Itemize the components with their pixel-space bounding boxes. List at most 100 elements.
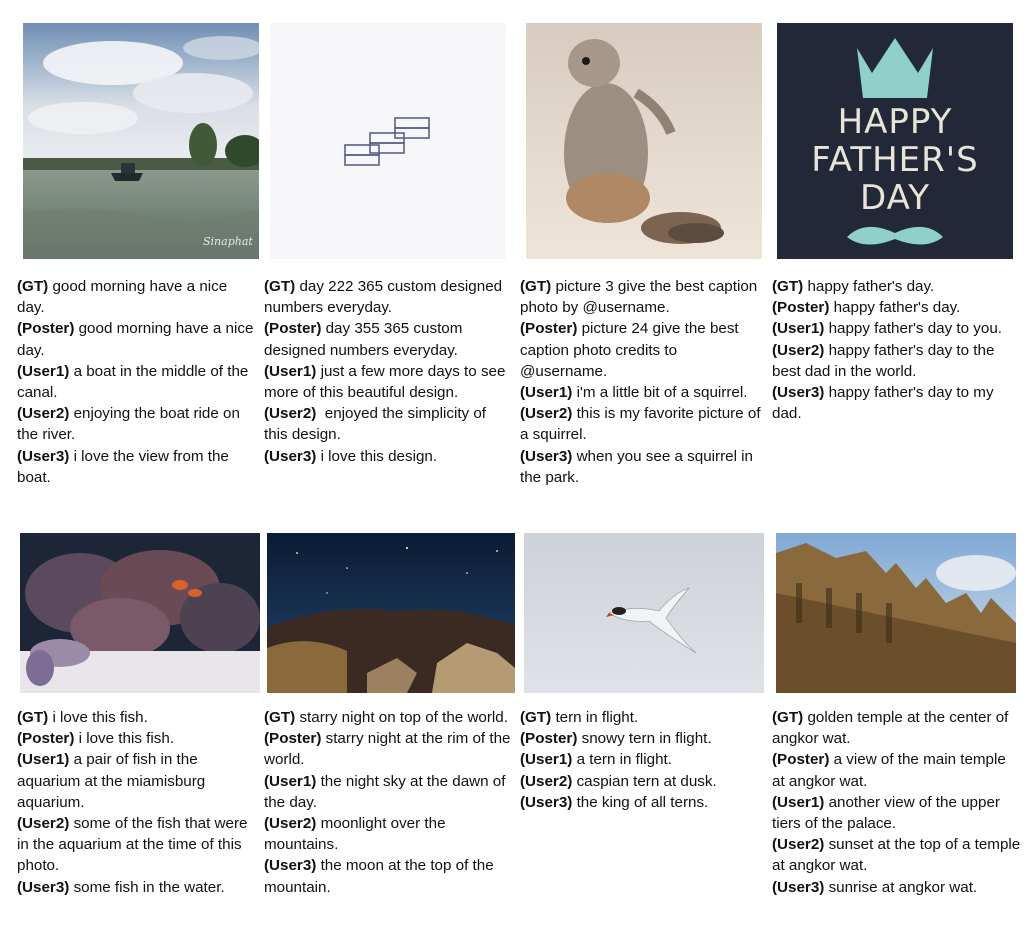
caption-tag: (User2) xyxy=(17,815,70,833)
caption-tag: (User2) xyxy=(772,836,825,854)
caption-line: (Poster) starry night at the rim of the … xyxy=(264,728,514,770)
caption-1: (GT) good morning have a nice day. (Poste… xyxy=(17,276,257,488)
caption-tag: (User3) xyxy=(520,447,573,465)
caption-line: (User1) i'm a little bit of a squirrel. xyxy=(520,382,766,403)
caption-8: (GT) golden temple at the center of angk… xyxy=(772,707,1022,898)
caption-line: (GT) tern in flight. xyxy=(520,707,766,728)
caption-line: (User2) some of the fish that were in th… xyxy=(17,813,257,877)
caption-line: (User2) sunset at the top of a temple at… xyxy=(772,834,1022,876)
caption-tag: (GT) xyxy=(772,278,804,295)
image-line-design xyxy=(270,23,506,259)
caption-text: starry night at the rim of the world. xyxy=(264,730,515,769)
poster-line-3: DAY xyxy=(860,178,930,218)
caption-text: sunset at the top of a temple at angkor … xyxy=(772,836,1025,875)
caption-tag: (Poster) xyxy=(17,730,75,748)
caption-text: a tern in flight. xyxy=(572,751,672,769)
caption-tag: (User1) xyxy=(772,320,825,338)
caption-line: (Poster) good morning have a nice day. xyxy=(17,318,257,360)
caption-line: (User1) a pair of fish in the aquarium a… xyxy=(17,749,257,813)
caption-5: (GT) i love this fish. (Poster) i love th… xyxy=(17,707,257,898)
caption-text: another view of the upper tiers of the p… xyxy=(772,793,1005,833)
caption-tag: (GT) xyxy=(17,709,49,726)
caption-line: (Poster) picture 24 give the best captio… xyxy=(520,318,766,382)
caption-line: (User2) this is my favorite picture of a… xyxy=(520,403,766,445)
caption-line: (GT) good morning have a nice day. xyxy=(17,276,257,318)
caption-line: (User3) happy father's day to my dad. xyxy=(772,382,1018,424)
caption-line: (User1) the night sky at the dawn of the… xyxy=(264,771,514,813)
image-starry-night xyxy=(267,533,515,693)
caption-text: golden temple at the center of angkor wa… xyxy=(772,709,1013,748)
caption-tag: (GT) xyxy=(520,278,552,295)
caption-line: (GT) picture 3 give the best caption pho… xyxy=(520,276,766,318)
caption-text: caspian tern at dusk. xyxy=(572,772,717,790)
caption-text: when you see a squirrel in the park. xyxy=(520,447,758,486)
caption-tag: (User2) xyxy=(520,772,573,790)
caption-text: a boat in the middle of the canal. xyxy=(17,362,253,402)
caption-line: (GT) golden temple at the center of angk… xyxy=(772,707,1022,749)
caption-text: the night sky at the dawn of the day. xyxy=(264,772,510,811)
caption-text: the king of all terns. xyxy=(572,793,709,811)
caption-tag: (User3) xyxy=(264,857,317,875)
caption-line: (User3) the king of all terns. xyxy=(520,792,766,813)
caption-tag: (User2) xyxy=(17,405,70,423)
image-squirrel xyxy=(526,23,762,259)
caption-text: snowy tern in flight. xyxy=(577,730,712,748)
caption-text: good morning have a nice day. xyxy=(17,278,232,317)
caption-text: i love this fish. xyxy=(74,730,174,748)
caption-line: (User3) i love the view from the boat. xyxy=(17,446,257,488)
caption-tag: (User2) xyxy=(772,341,825,359)
caption-text: i love the view from the boat. xyxy=(17,447,234,486)
caption-text: good morning have a nice day. xyxy=(17,320,258,359)
image-angkor-wat xyxy=(776,533,1016,693)
caption-tag: (User1) xyxy=(264,362,317,380)
caption-text: day 222 365 custom designed numbers ever… xyxy=(264,278,507,317)
caption-line: (User2) moonlight over the mountains. xyxy=(264,813,514,855)
caption-tag: (User1) xyxy=(17,362,70,380)
caption-4: (GT) happy father's day. (Poster) happy f… xyxy=(772,276,1018,424)
caption-tag: (User3) xyxy=(17,447,70,465)
caption-line: (User1) a boat in the middle of the cana… xyxy=(17,361,257,403)
caption-line: (Poster) a view of the main temple at an… xyxy=(772,749,1022,791)
caption-tag: (User2) xyxy=(520,405,573,423)
caption-text: day 355 365 custom designed numbers ever… xyxy=(264,320,467,359)
caption-tag: (Poster) xyxy=(772,751,830,769)
caption-text: enjoyed the simplicity of this design. xyxy=(264,405,491,444)
caption-tag: (GT) xyxy=(520,709,552,726)
caption-text: tern in flight. xyxy=(551,709,639,726)
caption-tag: (User1) xyxy=(17,751,70,769)
caption-text: moonlight over the mountains. xyxy=(264,815,450,854)
caption-3: (GT) picture 3 give the best caption pho… xyxy=(520,276,766,488)
caption-text: happy father's day. xyxy=(829,299,961,317)
caption-tag: (User1) xyxy=(264,772,317,790)
caption-line: (User1) another view of the upper tiers … xyxy=(772,792,1022,834)
watermark-text: Sinaphat xyxy=(203,235,253,248)
poster-line-1: HAPPY xyxy=(838,102,953,142)
caption-text: enjoying the boat ride on the river. xyxy=(17,405,245,444)
image-aquarium-fish xyxy=(20,533,260,693)
caption-text: happy father's day to the best dad in th… xyxy=(772,341,999,380)
caption-line: (GT) day 222 365 custom designed numbers… xyxy=(264,276,510,318)
caption-text: i love this fish. xyxy=(48,709,148,726)
caption-line: (User3) i love this design. xyxy=(264,446,510,467)
caption-text: some fish in the water. xyxy=(69,878,225,896)
caption-line: (Poster) i love this fish. xyxy=(17,728,257,749)
caption-text: i love this design. xyxy=(316,447,438,465)
caption-tag: (Poster) xyxy=(17,320,75,338)
caption-tag: (User1) xyxy=(520,384,573,402)
caption-line: (User3) some fish in the water. xyxy=(17,877,257,898)
caption-tag: (GT) xyxy=(264,709,296,726)
caption-line: (User3) sunrise at angkor wat. xyxy=(772,877,1022,898)
caption-tag: (Poster) xyxy=(264,320,322,338)
caption-text: a view of the main temple at angkor wat. xyxy=(772,751,1011,790)
caption-text: i'm a little bit of a squirrel. xyxy=(572,384,748,402)
caption-tag: (User3) xyxy=(17,878,70,896)
caption-text: happy father's day to you. xyxy=(824,320,1003,338)
caption-text: picture 3 give the best caption photo by… xyxy=(520,278,762,317)
caption-line: (User1) a tern in flight. xyxy=(520,749,766,770)
image-fathers-day-poster: HAPPY FATHER'S DAY xyxy=(777,23,1013,259)
caption-text: just a few more days to see more of this… xyxy=(264,362,510,402)
caption-tag: (User2) xyxy=(264,815,317,833)
caption-tag: (GT) xyxy=(772,709,804,726)
caption-tag: (User1) xyxy=(520,751,573,769)
caption-tag: (User2) xyxy=(264,405,317,423)
